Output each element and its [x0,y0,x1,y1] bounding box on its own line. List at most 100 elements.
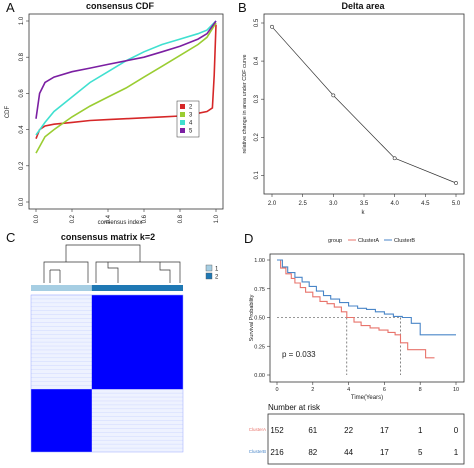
risk-row-label: ClusterA [249,427,266,432]
y-tick-label: 0.00 [254,373,265,379]
x-tick-label: 1.0 [214,214,220,223]
delta-area-point-k4 [392,156,397,161]
risk-count: 5 [418,448,423,457]
chart-c-matrix [30,294,184,453]
y-tick-label: 0.25 [254,344,265,350]
chart-b-y-ticks: 0.1 0.2 0.3 0.4 0.5 [254,18,264,180]
km-curve-clustera [277,259,435,359]
chart-a-ylabel: CDF [5,106,11,119]
y-tick-label: 0.2 [19,161,25,170]
y-tick-label: 0.5 [254,18,260,27]
legend-label-cluster-b: ClusterB [394,238,415,244]
x-tick-label: 5.0 [452,201,461,207]
x-tick-label: 2.0 [268,201,277,207]
cluster-1-bar [31,285,92,291]
cdf-line-k2 [35,24,217,139]
delta-area-point-k3 [331,93,336,98]
y-tick-label: 0.75 [254,287,265,293]
risk-count: 1 [418,426,423,435]
x-tick-label: 3.0 [329,201,338,207]
chart-d-series [277,259,456,359]
risk-count: 0 [454,426,459,435]
legend-label-1: 1 [215,267,219,273]
legend-title: group [328,238,342,244]
risk-count: 152 [270,426,284,435]
chart-d-legend: group ClusterA ClusterB [328,238,415,244]
y-tick-label: 0.1 [254,171,260,180]
chart-b-ylabel: relative change in area under CDF curve [242,54,248,153]
panel-a: A consensus CDF 0.00.20.40.60.81.0 0.0 0.… [5,0,224,226]
chart-a-title: consensus CDF [86,1,155,11]
x-tick-label: 0.0 [34,214,40,223]
chart-c-title: consensus matrix k=2 [61,232,155,242]
x-tick-label: 0.2 [70,214,76,223]
x-tick-label: 8 [419,387,422,393]
chart-c-dendrogram [43,244,181,283]
chart-b-series [270,24,458,185]
cluster-2-bar [91,285,183,291]
risk-count: 44 [344,448,353,457]
risk-count: 17 [380,426,389,435]
y-tick-label: 0.4 [254,56,260,65]
risk-count: 1 [454,448,459,457]
risk-count: 216 [270,448,284,457]
legend-swatch-k2 [180,104,185,109]
panel-c: C consensus matrix k=2 1 2 [6,230,219,453]
panel-b: B Delta area 0.1 0.2 0.3 0.4 0.5 2.0 2.5 3.0 3.… [238,0,465,216]
cluster-2-block [91,295,183,390]
risk-table-frame [267,413,465,465]
chart-a-x-ticks: 0.0 0.2 0.4 0.6 0.8 1.0 [34,209,220,223]
legend-swatch-1 [205,264,213,272]
x-tick-label: 0.8 [178,214,184,223]
chart-d-xlabel: Time(Years) [351,395,383,401]
x-tick-label: 0 [275,387,278,393]
risk-row-label: ClusterB [249,449,266,454]
x-tick-label: 6 [383,387,386,393]
risk-count: 17 [380,448,389,457]
chart-c-legend: 1 2 [205,264,219,281]
chart-a-legend: 2 3 4 5 [176,100,200,138]
legend-swatch-k4 [180,120,185,125]
legend-swatch-2 [205,272,213,280]
risk-table-title: Number at risk [268,403,321,412]
risk-count: 82 [308,448,317,457]
panel-letter-b: B [238,0,247,15]
risk-count: 61 [308,426,317,435]
x-tick-label: 2.5 [298,201,307,207]
panel-d: D group ClusterA ClusterB 0.000.250.500.… [244,231,465,465]
y-tick-label: 0.8 [19,52,25,61]
chart-d-frame [269,253,465,383]
chart-b-xlabel: k [362,210,366,216]
y-tick-label: 0.2 [254,132,260,141]
legend-label-k3: 3 [189,113,193,119]
chart-b-frame [263,13,465,195]
x-tick-label: 10 [453,387,459,393]
chart-a-xlabel: consensus index [98,220,143,226]
dendrogram-branches [43,244,181,283]
matrix-frame [30,294,184,453]
legend-swatch-k5 [180,128,185,133]
legend-label-cluster-a: ClusterA [358,238,379,244]
y-tick-label: 0.0 [19,197,25,206]
km-curve-clusterb [277,259,456,336]
legend-label-k5: 5 [189,129,193,135]
x-tick-label: 4.0 [390,201,399,207]
median-survival-lines [277,317,401,375]
chart-a-series [35,20,217,154]
delta-area-line [271,26,457,184]
x-tick-label: 4 [347,387,350,393]
y-tick-label: 1.00 [254,258,265,264]
y-tick-label: 1.0 [19,16,25,25]
delta-area-point-k2 [270,24,274,29]
chart-d-x-ticks: 0 2 4 6 8 10 [275,382,459,393]
x-tick-label: 2 [311,387,314,393]
legend-label-k4: 4 [189,121,193,127]
panel-letter-a: A [6,0,15,15]
cdf-line-k5 [35,20,217,119]
y-tick-label: 0.6 [19,89,25,98]
y-tick-label: 0.3 [254,94,260,103]
legend-swatch-k3 [180,112,185,117]
chart-b-x-ticks: 2.0 2.5 3.0 3.5 4.0 4.5 5.0 [268,194,461,207]
y-tick-label: 0.50 [254,316,265,322]
